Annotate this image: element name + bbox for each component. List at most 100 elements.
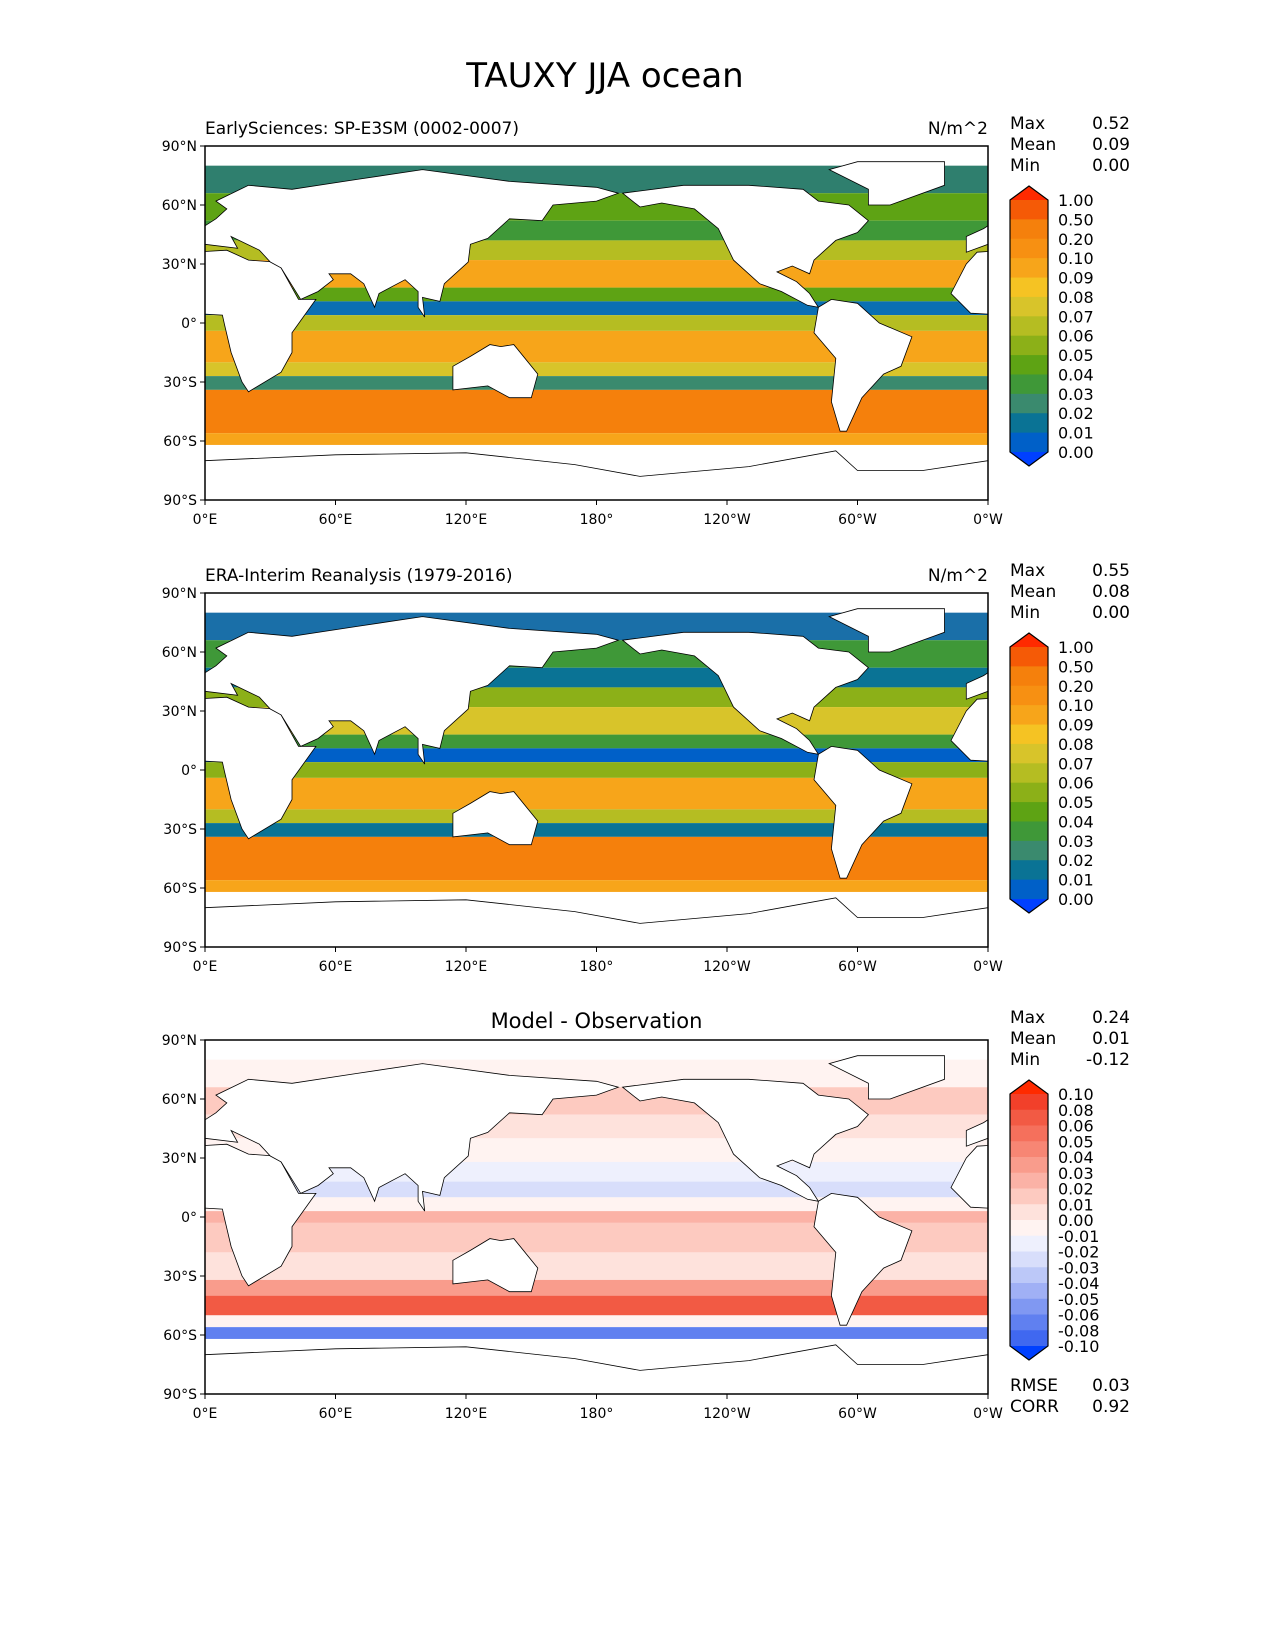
colorbar-label: 0.50 [1058, 210, 1094, 229]
colorbar-segment [1010, 374, 1048, 395]
colorbar-segment [1010, 685, 1048, 706]
colorbar-label: 0.03 [1058, 832, 1094, 851]
land-australia [1236, 792, 1275, 845]
colorbar-segment [1010, 666, 1048, 687]
colorbar-segment [1010, 1235, 1048, 1252]
colorbar-label: 0.08 [1058, 735, 1094, 754]
y-tick-label: 90°N [162, 586, 197, 602]
colorbar-segment [1010, 860, 1048, 881]
x-tick-label: 60°E [319, 512, 353, 528]
colorbar-label: -0.10 [1058, 1337, 1099, 1356]
colorbar-segment [1010, 705, 1048, 726]
stat-value: 0.55 [1092, 561, 1130, 581]
colorbar: 1.000.500.200.100.090.080.070.060.050.04… [1009, 632, 1094, 914]
colorbar-label: 0.04 [1058, 1148, 1094, 1167]
colorbar-label: 0.04 [1058, 365, 1094, 384]
colorbar-segment [1010, 1125, 1048, 1142]
field-band [205, 1211, 988, 1223]
field-band [205, 823, 988, 837]
colorbar-label: 0.10 [1058, 249, 1094, 268]
land-africa [205, 1143, 317, 1287]
stat-value: 0.00 [1092, 156, 1130, 176]
colorbar-segment [1010, 802, 1048, 822]
colorbar-segment [1010, 647, 1048, 667]
stat-label: Max [1010, 1008, 1045, 1028]
colorbar-label: 0.03 [1058, 385, 1094, 404]
colorbar-segment [1010, 1204, 1048, 1221]
panel-title: EarlySciences: SP-E3SM (0002-0007) [205, 119, 519, 139]
land-africa [950, 698, 988, 762]
land-south-america [31, 1193, 129, 1325]
colorbar-segment [1010, 743, 1048, 764]
colorbar-segment [1010, 763, 1048, 784]
x-tick-label: 60°W [838, 1406, 877, 1422]
panel-title: Model - Observation [491, 1009, 703, 1033]
land-africa [205, 249, 317, 393]
colorbar-segment [1010, 219, 1048, 240]
colorbar-label: 0.04 [1058, 812, 1094, 831]
land-africa [950, 251, 988, 315]
y-tick-label: 90°S [163, 940, 197, 956]
colorbar-label: 0.07 [1058, 307, 1094, 326]
field-band [205, 836, 988, 881]
field-band [205, 762, 988, 778]
x-tick-label: 0°W [973, 959, 1003, 975]
stat-value: 0.24 [1092, 1008, 1130, 1028]
colorbar-segment [1010, 1251, 1048, 1268]
colorbar-extend-min [1010, 1346, 1048, 1360]
land-antarctica [205, 450, 988, 500]
stat-label: CORR [1010, 1397, 1059, 1417]
y-tick-label: 90°S [163, 493, 197, 509]
x-tick-label: 120°W [703, 959, 751, 975]
colorbar-label: 0.00 [1058, 443, 1094, 462]
x-tick-label: 0°E [193, 512, 218, 528]
colorbar-label: 0.01 [1058, 871, 1094, 890]
land-australia [452, 1238, 539, 1293]
land-south-america [31, 746, 129, 878]
field-band [205, 748, 988, 763]
colorbar-label: 0.05 [1058, 1132, 1094, 1151]
colorbar-extend-min [1010, 452, 1048, 466]
stat-value: 0.09 [1092, 135, 1130, 155]
x-tick-label: 180° [580, 1406, 614, 1422]
x-tick-label: 60°W [838, 959, 877, 975]
colorbar-segment [1010, 1314, 1048, 1331]
colorbar-label: -0.05 [1058, 1290, 1099, 1309]
y-tick-label: 0° [181, 763, 197, 779]
panel-title: ERA-Interim Reanalysis (1979-2016) [205, 566, 513, 586]
land-africa [205, 696, 317, 840]
map-panel-3: 0°E 60°E 120°E 180° 120°W 60°W 0°W 90°N 60°N 30°N… [31, 1008, 1130, 1422]
colorbar-label: -0.02 [1058, 1243, 1099, 1262]
land-north-america [621, 1078, 869, 1202]
land-north-america [621, 631, 869, 755]
colorbar-label: 0.05 [1058, 793, 1094, 812]
colorbar-segment [1010, 782, 1048, 803]
field-band [205, 1315, 988, 1328]
colorbar-segment [1010, 355, 1048, 375]
colorbar-label: 0.06 [1058, 1117, 1094, 1136]
colorbar-label: -0.04 [1058, 1274, 1099, 1293]
colorbar-segment [1010, 724, 1048, 745]
x-tick-label: 120°E [445, 1406, 488, 1422]
colorbar-label: 1.00 [1058, 638, 1094, 657]
colorbar-label: 0.01 [1058, 1195, 1094, 1214]
colorbar-segment [1010, 1330, 1048, 1347]
colorbar-segment [1010, 1220, 1048, 1237]
colorbar-label: 1.00 [1058, 191, 1094, 210]
x-tick-label: 60°W [838, 512, 877, 528]
field-band [205, 1295, 988, 1316]
colorbar-extend-max [1010, 186, 1048, 200]
colorbar-segment [1010, 1298, 1048, 1315]
colorbar-label: 0.20 [1058, 230, 1094, 249]
land-eurasia [965, 1119, 988, 1147]
land-africa [950, 1145, 988, 1209]
colorbar-segment [1010, 1157, 1048, 1174]
colorbar-segment [1010, 335, 1048, 356]
field-band [205, 287, 988, 302]
colorbar: 0.100.080.060.050.040.030.020.010.00-0.0… [1009, 1079, 1099, 1361]
colorbar-segment [1010, 393, 1048, 414]
land-antarctica [205, 1344, 988, 1394]
land-north-america [0, 185, 85, 307]
colorbar-segment [1010, 1267, 1048, 1284]
